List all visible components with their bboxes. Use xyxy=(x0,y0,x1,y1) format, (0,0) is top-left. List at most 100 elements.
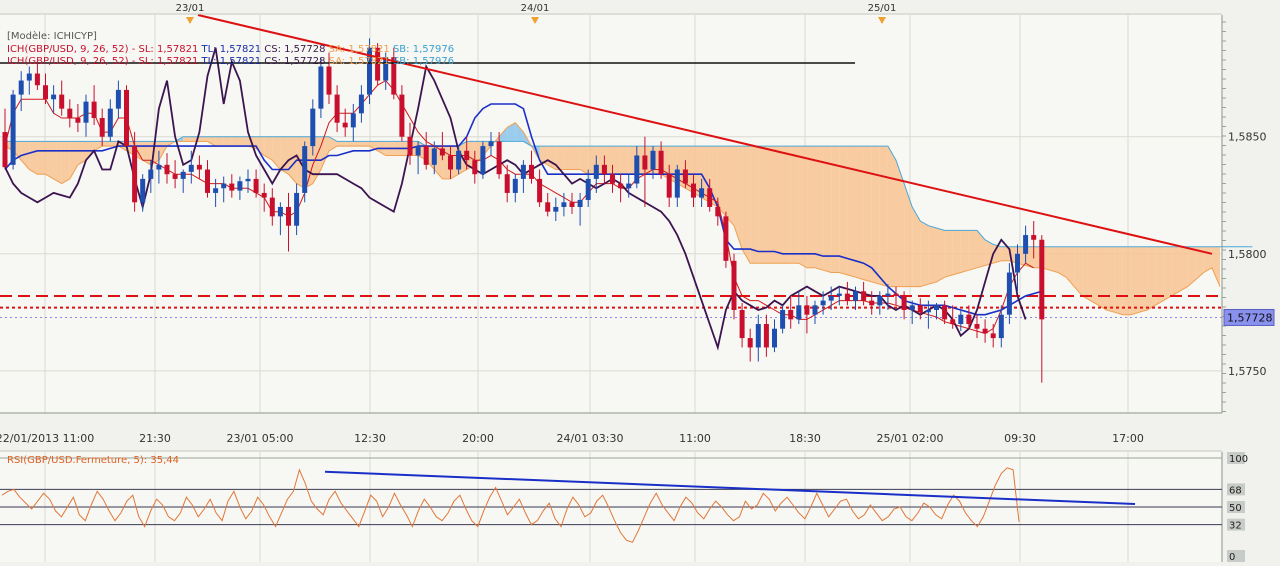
candle-body xyxy=(553,206,559,212)
legend-entry: TL: 1,57821 xyxy=(198,56,261,67)
candles xyxy=(2,38,1045,383)
x-tick-label: 23/01 05:00 xyxy=(227,432,294,445)
candle-body xyxy=(658,150,664,175)
candle-body xyxy=(1015,253,1020,273)
kumo-segment xyxy=(823,146,832,273)
candle-body xyxy=(836,293,842,296)
kumo-segment xyxy=(499,127,508,142)
candle-body xyxy=(788,309,794,320)
candle-body xyxy=(747,338,753,348)
candle-body xyxy=(480,146,486,175)
candle-body xyxy=(593,164,599,179)
rsi-tick-label: 50 xyxy=(1229,503,1242,514)
kumo-segment xyxy=(110,141,119,147)
model-label: [Modèle: ICHICYP] xyxy=(7,30,97,42)
candle-body xyxy=(496,141,502,175)
rsi-tick-label-bg xyxy=(1227,501,1245,513)
kumo-segment xyxy=(515,122,524,142)
candle-body xyxy=(75,118,81,123)
rsi-panel: RSI(GBP/USD.Fermeture, 5): 35,44 100 68 50 3… xyxy=(0,452,1248,563)
candle-body xyxy=(828,295,834,301)
rsi-trendline xyxy=(324,470,1136,506)
candle-body xyxy=(448,155,453,170)
kumo-segment xyxy=(879,146,888,287)
rsi-tick-label-bg xyxy=(1227,550,1245,562)
senkou-span-b-line xyxy=(5,136,1253,248)
rsi-tick-label-bg xyxy=(1227,452,1245,464)
candle-body xyxy=(164,164,170,175)
x-tick-label: 11:00 xyxy=(679,432,711,445)
kumo-segment xyxy=(790,146,799,264)
candle-body xyxy=(618,183,624,189)
resistance-trendline xyxy=(197,14,1213,255)
legend-entry: TL: 1,57821 xyxy=(198,44,261,55)
candle-body xyxy=(561,202,567,207)
legend-entry: ICH(GBP/USD, 9, 26, 52) - xyxy=(7,44,136,55)
kumo-segment xyxy=(256,136,265,156)
candle-body xyxy=(998,314,1004,339)
kumo-segment xyxy=(1187,246,1196,287)
kumo-segment xyxy=(272,136,281,170)
candle-body xyxy=(577,199,583,207)
x-tick-label: 17:00 xyxy=(1112,432,1144,445)
kumo-segment xyxy=(1058,246,1067,278)
candle-body xyxy=(820,300,826,306)
candle-body xyxy=(772,328,777,348)
kumo-segment xyxy=(183,136,192,142)
candle-body xyxy=(326,66,332,95)
axes xyxy=(0,13,1223,562)
candle-body xyxy=(51,94,57,100)
kumo-segment xyxy=(904,183,913,287)
candle-body xyxy=(901,295,907,310)
rsi-label: RSI(GBP/USD.Fermeture, 5): 35,44 xyxy=(7,455,179,466)
kumo-segment xyxy=(1130,246,1139,315)
candle-body xyxy=(286,206,291,226)
legend-entry: SB: 1,57976 xyxy=(390,44,454,55)
rsi-tick-label: 0 xyxy=(1229,552,1235,562)
kumo-segment xyxy=(960,230,969,273)
candle-body xyxy=(124,89,129,147)
candle-body xyxy=(950,319,956,325)
x-tick-label: 25/01 02:00 xyxy=(877,432,944,445)
rsi-tick-label: 100 xyxy=(1229,454,1248,465)
candle-body xyxy=(934,305,939,310)
candle-body xyxy=(334,94,340,123)
candle-body xyxy=(707,188,713,207)
kumo-segment xyxy=(855,146,864,280)
candle-body xyxy=(1031,235,1037,240)
x-tick-label: 21:30 xyxy=(139,432,171,445)
x-tick-label: 20:00 xyxy=(462,432,494,445)
candle-body xyxy=(739,309,745,339)
rsi-line xyxy=(1,467,1020,543)
candle-body xyxy=(650,150,656,170)
candle-body xyxy=(755,324,761,348)
candle-body xyxy=(350,113,356,128)
kumo-segment xyxy=(1114,246,1123,315)
candle-body xyxy=(472,160,478,175)
candle-body xyxy=(569,202,575,207)
kumo-segment xyxy=(555,146,564,170)
kumo-segment xyxy=(1155,246,1164,306)
x-tick-label: 09:30 xyxy=(1004,432,1036,445)
kumo-segment xyxy=(1049,246,1058,273)
candle-body xyxy=(796,305,802,320)
candle-body xyxy=(537,178,543,203)
candle-body xyxy=(545,202,551,212)
kumo-segment xyxy=(831,146,840,273)
candle-body xyxy=(383,57,389,81)
legend-entry: SL: 1,57821 xyxy=(135,56,198,67)
kumo-segment xyxy=(863,146,872,282)
kumo-segment xyxy=(1082,246,1091,301)
kumo-segment xyxy=(345,141,354,147)
candle-body xyxy=(982,328,988,334)
kumo-segment xyxy=(102,141,111,147)
kumo-segment xyxy=(742,146,751,264)
candle-body xyxy=(1006,272,1012,315)
top-date-marker: 25/01 xyxy=(868,3,897,14)
legend-entry: SA: 1,57821 xyxy=(326,44,390,55)
candle-body xyxy=(358,94,364,114)
kumo-segment xyxy=(1090,246,1099,306)
kumo-segment xyxy=(928,225,937,285)
candle-body xyxy=(196,164,202,170)
kumo-segment xyxy=(766,146,775,264)
